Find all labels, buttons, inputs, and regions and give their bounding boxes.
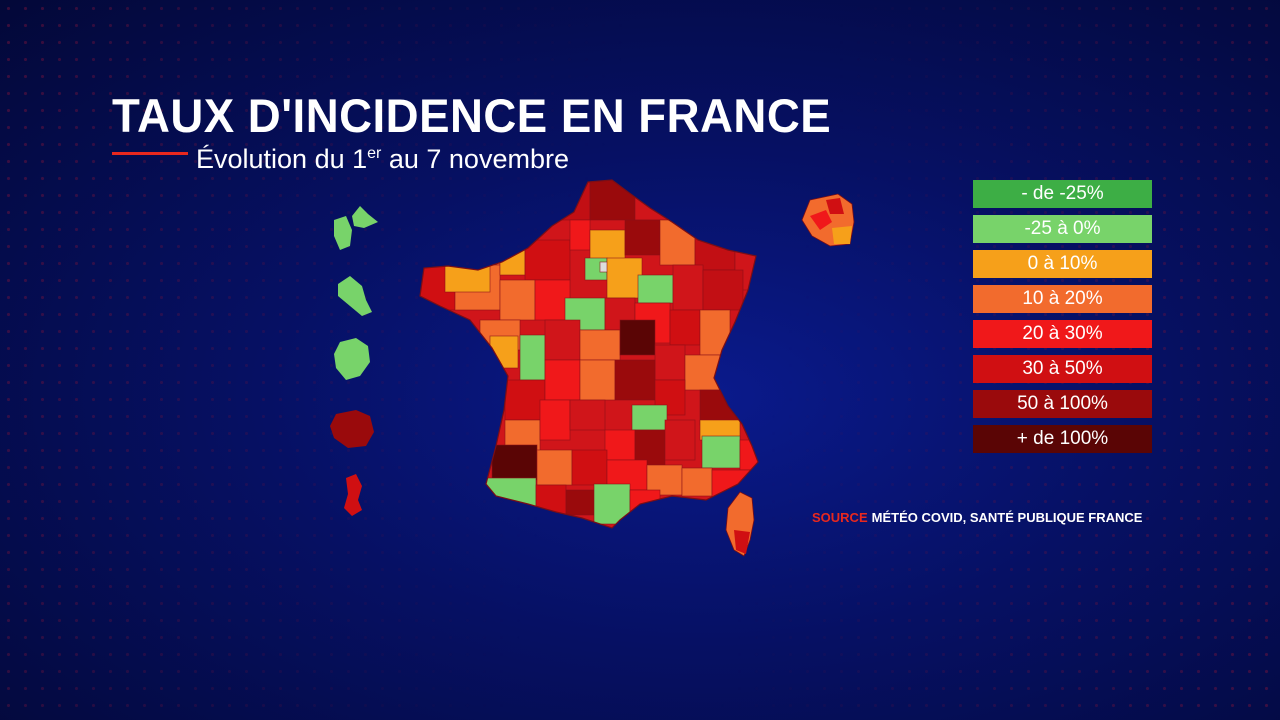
- corsica: [725, 491, 755, 557]
- legend-item: + de 100%: [973, 425, 1152, 453]
- legend-item: 30 à 50%: [973, 355, 1152, 383]
- subtitle-superscript: er: [367, 145, 382, 162]
- mainland-france: [420, 180, 758, 528]
- legend-item: 20 à 30%: [973, 320, 1152, 348]
- guadeloupe: [334, 206, 378, 250]
- subtitle-prefix: Évolution du 1: [196, 144, 368, 174]
- title-accent-line: [112, 152, 188, 155]
- subtitle-suffix: au 7 novembre: [381, 144, 569, 174]
- mayotte: [344, 474, 362, 516]
- legend-item: - de -25%: [973, 180, 1152, 208]
- map-title: TAUX D'INCIDENCE EN FRANCE: [112, 89, 832, 142]
- source-label: SOURCE: [812, 510, 868, 525]
- map-subtitle: Évolution du 1er au 7 novembre: [196, 144, 569, 175]
- source-credit: SOURCE MÉTÉO COVID, SANTÉ PUBLIQUE FRANCE: [812, 510, 1142, 525]
- legend-item: 50 à 100%: [973, 390, 1152, 418]
- source-text: MÉTÉO COVID, SANTÉ PUBLIQUE FRANCE: [871, 510, 1143, 525]
- legend: - de -25% -25 à 0% 0 à 10% 10 à 20% 20 à…: [973, 180, 1152, 460]
- ile-de-france-inset: [801, 193, 855, 247]
- la-reunion: [330, 410, 374, 448]
- guyane: [334, 338, 370, 380]
- martinique: [338, 276, 372, 316]
- legend-item: 10 à 20%: [973, 285, 1152, 313]
- legend-item: 0 à 10%: [973, 250, 1152, 278]
- legend-item: -25 à 0%: [973, 215, 1152, 243]
